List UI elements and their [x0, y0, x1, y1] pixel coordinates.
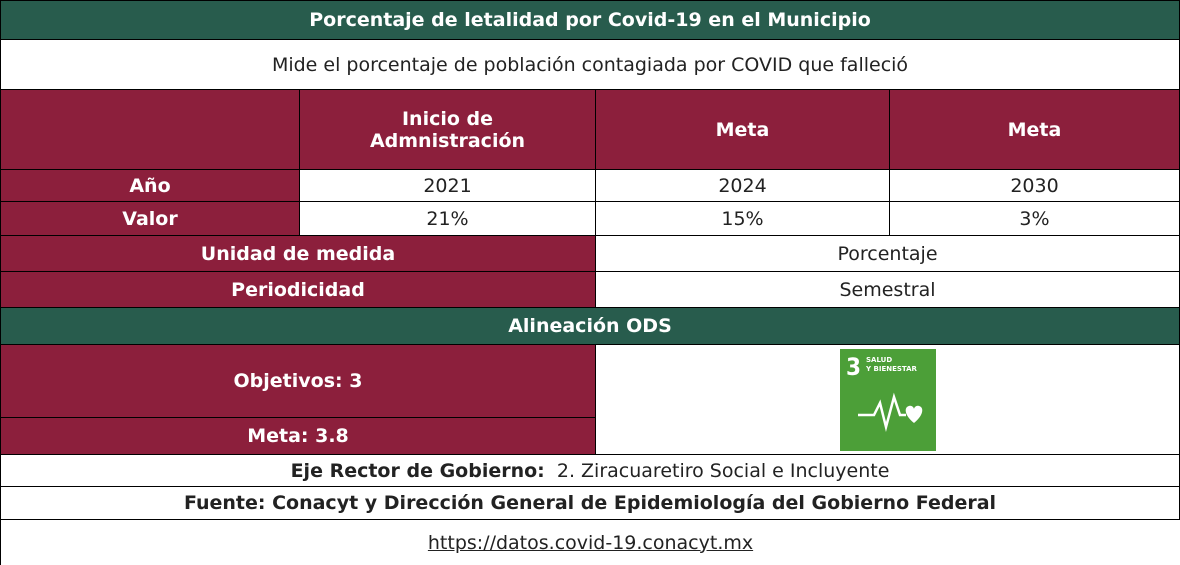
- icon-text: Y BIENESTAR: [865, 365, 918, 373]
- heartbeat: [857, 392, 906, 432]
- unit-label: Unidad de medida: [0, 236, 596, 272]
- periodicity-label: Periodicidad: [0, 272, 596, 308]
- ods-objective: Objetivos: 3: [0, 345, 596, 418]
- row-label: Valor: [0, 202, 300, 236]
- icon-number: 3: [846, 353, 861, 381]
- header-cell: Inicio de Admnistración: [300, 90, 596, 170]
- periodicity-value: Semestral: [596, 272, 1180, 308]
- cell: 21%: [300, 202, 596, 236]
- ods-icon-cell: 3 SALUD Y BIENESTAR: [596, 345, 1180, 455]
- header-empty: [0, 90, 300, 170]
- header-cell: Meta: [890, 90, 1180, 170]
- url-row: https://datos.covid-19.conacyt.mx: [0, 520, 1180, 565]
- cell: 3%: [890, 202, 1180, 236]
- url-link[interactable]: https://datos.covid-19.conacyt.mx: [427, 531, 754, 554]
- ods-title: Alineación ODS: [0, 308, 1180, 345]
- row-label: Año: [0, 170, 300, 202]
- source: Fuente: Conacyt y Dirección General de E…: [0, 487, 1180, 520]
- axis-label: Eje Rector de Gobierno:: [290, 459, 545, 482]
- cell: 2024: [596, 170, 890, 202]
- axis-row: Eje Rector de Gobierno: 2. Ziracuaretiro…: [0, 455, 1180, 487]
- axis-value: 2. Ziracuaretiro Social e Incluyente: [556, 459, 890, 482]
- header-cell: Meta: [596, 90, 890, 170]
- sdg-icon: 3 SALUD Y BIENESTAR: [839, 348, 936, 451]
- cell: 15%: [596, 202, 890, 236]
- heart: [905, 405, 922, 423]
- unit-value: Porcentaje: [596, 236, 1180, 272]
- title: Porcentaje de letalidad por Covid-19 en …: [0, 0, 1180, 40]
- cell: 2030: [890, 170, 1180, 202]
- cell: 2021: [300, 170, 596, 202]
- ods-goal: Meta: 3.8: [0, 418, 596, 455]
- icon-bg: [839, 348, 936, 451]
- icon-text: SALUD: [866, 356, 892, 364]
- subtitle: Mide el porcentaje de población contagia…: [0, 40, 1180, 90]
